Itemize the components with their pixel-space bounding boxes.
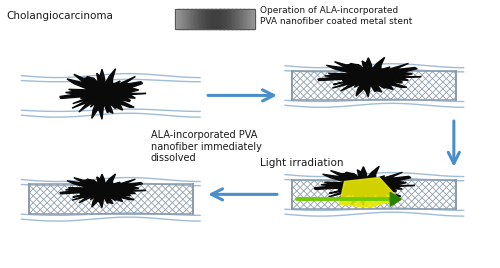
Bar [254, 9, 256, 29]
Bar [188, 9, 189, 29]
Bar [196, 9, 197, 29]
Bar [180, 9, 181, 29]
Bar [240, 9, 242, 29]
Bar [194, 9, 196, 29]
Bar [236, 9, 238, 29]
Bar [232, 9, 234, 29]
Bar [212, 9, 214, 29]
Bar [243, 9, 245, 29]
Polygon shape [60, 69, 146, 119]
Bar [192, 9, 194, 29]
Bar [220, 9, 222, 29]
Bar [242, 9, 244, 29]
Polygon shape [340, 177, 399, 207]
Bar [219, 9, 221, 29]
Bar [184, 9, 185, 29]
Bar [246, 9, 248, 29]
Bar [224, 9, 226, 29]
Bar [180, 9, 182, 29]
Bar [216, 9, 218, 29]
Bar [235, 9, 237, 29]
Bar [176, 9, 177, 29]
Bar [211, 9, 213, 29]
Bar [248, 9, 250, 29]
Polygon shape [390, 192, 401, 206]
Bar [218, 9, 220, 29]
Bar [206, 9, 208, 29]
Bar [238, 9, 240, 29]
Polygon shape [60, 174, 146, 208]
Bar [231, 9, 233, 29]
Bar [247, 9, 249, 29]
Bar [210, 9, 212, 29]
Bar [251, 9, 253, 29]
Bar [200, 9, 202, 29]
Bar [222, 9, 224, 29]
Text: Light irradiation: Light irradiation [260, 158, 344, 168]
Bar [208, 9, 210, 29]
Bar [204, 9, 206, 29]
Bar [215, 9, 217, 29]
Bar [176, 9, 255, 29]
Bar [182, 9, 184, 29]
Bar [186, 9, 188, 29]
Bar [250, 9, 252, 29]
Bar [176, 9, 178, 29]
Bar [204, 9, 205, 29]
Bar [239, 9, 241, 29]
Bar [226, 9, 228, 29]
Text: Cholangiocarcinoma: Cholangiocarcinoma [6, 11, 113, 21]
Bar [230, 9, 232, 29]
Bar [252, 9, 254, 29]
Bar [207, 9, 209, 29]
Bar [228, 9, 230, 29]
Bar [188, 9, 190, 29]
Bar [200, 9, 201, 29]
Bar [192, 9, 193, 29]
Bar [244, 9, 246, 29]
Bar [223, 9, 225, 29]
Text: Operation of ALA-incorporated
PVA nanofiber coated metal stent: Operation of ALA-incorporated PVA nanofi… [260, 6, 412, 26]
Bar [178, 9, 180, 29]
Bar [198, 9, 200, 29]
Polygon shape [314, 166, 415, 206]
Text: ALA-incorporated PVA
nanofiber immediately
dissolved: ALA-incorporated PVA nanofiber immediate… [150, 130, 262, 163]
Bar [190, 9, 192, 29]
Bar [227, 9, 229, 29]
Polygon shape [318, 57, 421, 97]
Bar [234, 9, 235, 29]
Bar [196, 9, 198, 29]
Bar [202, 9, 204, 29]
Bar [214, 9, 216, 29]
Bar [184, 9, 186, 29]
